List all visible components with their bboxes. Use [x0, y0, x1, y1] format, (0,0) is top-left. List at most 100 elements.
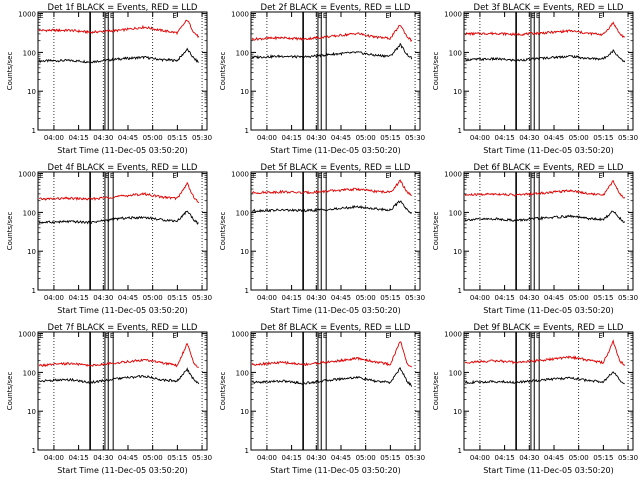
marker-label: E	[39, 332, 43, 340]
y-axis-label: Counts/sec	[219, 52, 227, 91]
x-tick-label: 04:45	[331, 454, 351, 462]
marker-label: E	[598, 12, 602, 20]
x-tick-label: 04:45	[118, 454, 138, 462]
marker-label: E	[531, 12, 535, 20]
y-tick-label: 100	[23, 49, 36, 57]
y-tick-label: 1000	[444, 171, 462, 179]
x-tick-label: 05:15	[593, 454, 613, 462]
y-axis-label: Counts/sec	[6, 372, 14, 411]
marker-label: E	[110, 12, 114, 20]
x-tick-label: 05:00	[356, 134, 376, 142]
x-tick-label: 04:45	[331, 134, 351, 142]
x-tick-label: 05:30	[192, 294, 212, 302]
y-axis-label: Counts/sec	[432, 52, 440, 91]
panel-2: Det 2f BLACK = Events, RED = LLD Counts/s…	[219, 3, 425, 155]
x-tick-label: 05:30	[618, 454, 638, 462]
y-axis-label: Counts/sec	[432, 372, 440, 411]
marker-label: E	[598, 332, 602, 340]
y-tick-label: 1000	[444, 11, 462, 19]
panel-6: Det 6f BLACK = Events, RED = LLD Counts/s…	[432, 163, 638, 315]
y-axis-label: Counts/sec	[6, 212, 14, 251]
x-tick-label: 04:30	[93, 134, 113, 142]
x-tick-label: 04:45	[331, 294, 351, 302]
panel-title: Det 4f BLACK = Events, RED = LLD	[48, 163, 198, 173]
x-tick-label: 05:15	[167, 134, 187, 142]
x-tick-label: 05:00	[569, 454, 589, 462]
x-tick-label: 04:00	[257, 294, 277, 302]
plot-frame	[37, 331, 208, 451]
series-line-lld	[465, 21, 626, 38]
x-axis-label: Start Time (11-Dec-05 03:50:20)	[483, 306, 614, 315]
x-tick-label: 04:45	[118, 134, 138, 142]
y-tick-label: 1000	[18, 331, 36, 339]
marker-label: E	[323, 332, 327, 340]
y-tick-label: 10	[27, 408, 36, 416]
x-tick-label: 04:00	[44, 294, 64, 302]
x-tick-label: 04:30	[93, 454, 113, 462]
plot-frame	[463, 11, 634, 131]
series-line-events	[251, 367, 413, 387]
y-tick-label: 1	[32, 447, 36, 455]
x-tick-label: 04:00	[44, 454, 64, 462]
y-tick-label: 100	[449, 49, 462, 57]
y-tick-label: 1	[458, 127, 462, 135]
marker-label: E	[536, 12, 540, 20]
series-line-events	[38, 47, 199, 64]
y-tick-label: 10	[240, 408, 249, 416]
y-tick-label: 10	[453, 88, 462, 96]
x-tick-label: 04:15	[495, 134, 515, 142]
x-tick-label: 05:15	[167, 454, 187, 462]
x-tick-label: 04:00	[257, 134, 277, 142]
x-axis-label: Start Time (11-Dec-05 03:50:20)	[483, 146, 614, 155]
x-axis-label: Start Time (11-Dec-05 03:50:20)	[270, 146, 401, 155]
series-line-events	[38, 210, 199, 225]
series-line-lld	[39, 181, 200, 204]
x-tick-label: 04:15	[282, 134, 302, 142]
x-tick-label: 05:30	[405, 454, 425, 462]
x-tick-label: 04:00	[257, 454, 277, 462]
marker-label: E	[318, 172, 322, 180]
y-tick-label: 1000	[231, 331, 249, 339]
x-tick-label: 04:45	[544, 134, 564, 142]
marker-label: E	[252, 12, 256, 20]
y-tick-label: 1	[458, 447, 462, 455]
x-tick-label: 05:15	[380, 294, 400, 302]
marker-label: E	[465, 12, 469, 20]
x-tick-label: 04:30	[306, 294, 326, 302]
panel-title: Det 6f BLACK = Events, RED = LLD	[474, 163, 624, 173]
plot-frame	[37, 11, 208, 131]
x-tick-label: 04:15	[282, 294, 302, 302]
y-tick-label: 10	[27, 88, 36, 96]
y-tick-label: 1	[245, 447, 249, 455]
marker-label: E	[385, 332, 389, 340]
y-tick-label: 1	[32, 287, 36, 295]
marker-label: E	[385, 172, 389, 180]
x-tick-label: 04:45	[544, 294, 564, 302]
plot-frame	[250, 11, 421, 131]
y-tick-label: 1000	[444, 331, 462, 339]
y-tick-label: 1000	[18, 11, 36, 19]
panel-3: Det 3f BLACK = Events, RED = LLD Counts/s…	[432, 3, 638, 155]
x-tick-label: 05:00	[569, 134, 589, 142]
panel-title: Det 9f BLACK = Events, RED = LLD	[474, 323, 624, 333]
series-line-events	[251, 42, 413, 60]
x-axis-label: Start Time (11-Dec-05 03:50:20)	[57, 306, 188, 315]
x-axis-label: Start Time (11-Dec-05 03:50:20)	[270, 466, 401, 475]
series-line-events	[464, 49, 626, 63]
marker-label: E	[318, 12, 322, 20]
x-tick-label: 04:15	[495, 454, 515, 462]
x-axis-label: Start Time (11-Dec-05 03:50:20)	[483, 466, 614, 475]
x-tick-label: 04:45	[118, 294, 138, 302]
marker-label: E	[385, 12, 389, 20]
marker-label: E	[536, 172, 540, 180]
marker-label: E	[172, 172, 176, 180]
series-line-lld	[38, 343, 199, 368]
plot-frame	[37, 171, 208, 291]
y-tick-label: 100	[236, 209, 249, 217]
x-tick-label: 05:00	[143, 294, 163, 302]
x-tick-label: 04:30	[519, 134, 539, 142]
panel-8: Det 8f BLACK = Events, RED = LLD Counts/s…	[219, 323, 425, 475]
series-line-lld	[464, 339, 626, 366]
x-tick-label: 04:30	[519, 294, 539, 302]
marker-label: E	[465, 332, 469, 340]
